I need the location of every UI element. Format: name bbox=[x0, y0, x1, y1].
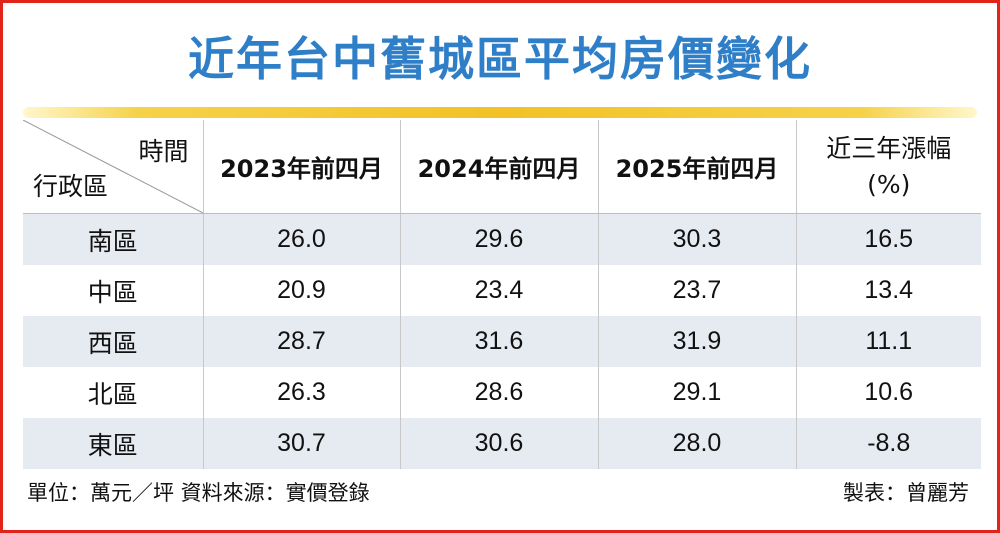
value-cell: 26.0 bbox=[202, 213, 400, 265]
corner-header-cell: 時間 行政區 bbox=[23, 120, 203, 214]
value-cell: 30.6 bbox=[399, 418, 598, 469]
value-cell: 23.4 bbox=[399, 265, 598, 316]
column-header-growth: 近三年漲幅 (%) bbox=[795, 120, 981, 214]
value-cell: 30.7 bbox=[202, 418, 400, 469]
growth-cell: 13.4 bbox=[795, 265, 981, 316]
value-cell: 26.3 bbox=[202, 367, 400, 418]
district-cell: 南區 bbox=[23, 213, 203, 265]
table-row: 西區 28.7 31.6 31.9 11.1 bbox=[23, 316, 981, 367]
value-cell: 28.0 bbox=[597, 418, 796, 469]
chart-title: 近年台中舊城區平均房價變化 bbox=[188, 32, 812, 86]
source-note: 單位：萬元／坪 資料來源：實價登錄 bbox=[27, 481, 370, 505]
value-cell: 31.9 bbox=[597, 316, 796, 367]
growth-cell: 10.6 bbox=[795, 367, 981, 418]
header-row: 時間 行政區 2023年前四月 2024年前四月 2025年前四月 近三年漲幅 … bbox=[23, 120, 981, 214]
value-cell: 31.6 bbox=[399, 316, 598, 367]
column-header-2023: 2023年前四月 bbox=[202, 120, 400, 214]
value-cell: 28.7 bbox=[202, 316, 400, 367]
growth-cell: -8.8 bbox=[795, 418, 981, 469]
table-row: 南區 26.0 29.6 30.3 16.5 bbox=[23, 213, 981, 265]
growth-header-unit: (%) bbox=[867, 169, 911, 199]
credit-note: 製表：曾麗芳 bbox=[843, 481, 969, 505]
table-row: 東區 30.7 30.6 28.0 -8.8 bbox=[23, 418, 981, 469]
value-cell: 30.3 bbox=[597, 213, 796, 265]
table-row: 中區 20.9 23.4 23.7 13.4 bbox=[23, 265, 981, 316]
district-cell: 西區 bbox=[23, 316, 203, 367]
growth-cell: 11.1 bbox=[795, 316, 981, 367]
value-cell: 29.6 bbox=[399, 213, 598, 265]
value-cell: 23.7 bbox=[597, 265, 796, 316]
value-cell: 28.6 bbox=[399, 367, 598, 418]
corner-diagonal bbox=[23, 120, 203, 213]
footer: 單位：萬元／坪 資料來源：實價登錄 製表：曾麗芳 bbox=[23, 473, 981, 513]
value-cell: 29.1 bbox=[597, 367, 796, 418]
column-header-2024: 2024年前四月 bbox=[399, 120, 598, 214]
title-underline bbox=[23, 107, 977, 118]
district-cell: 北區 bbox=[23, 367, 203, 418]
corner-label-time: 時間 bbox=[138, 137, 189, 166]
price-table: 時間 行政區 2023年前四月 2024年前四月 2025年前四月 近三年漲幅 … bbox=[23, 120, 981, 469]
column-header-2025: 2025年前四月 bbox=[597, 120, 796, 214]
table-row: 北區 26.3 28.6 29.1 10.6 bbox=[23, 367, 981, 418]
district-cell: 中區 bbox=[23, 265, 203, 316]
district-cell: 東區 bbox=[23, 418, 203, 469]
growth-header-label: 近三年漲幅 bbox=[826, 133, 952, 163]
growth-cell: 16.5 bbox=[795, 213, 981, 265]
value-cell: 20.9 bbox=[202, 265, 400, 316]
corner-label-district: 行政區 bbox=[33, 172, 109, 201]
